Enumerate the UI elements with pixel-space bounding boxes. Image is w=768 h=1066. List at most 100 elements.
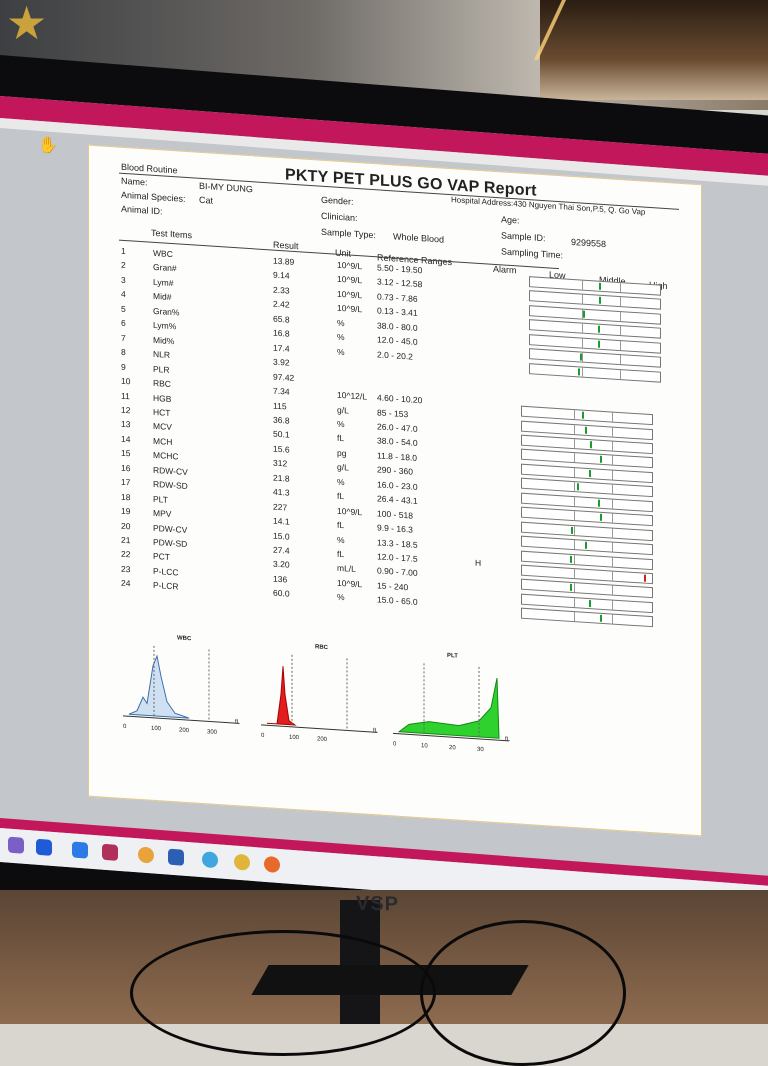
test-item: MCV (153, 421, 172, 433)
sample-type-label: Sample Type: (321, 226, 376, 241)
hospital-address: Hospital Address:430 Nguyen Thai Son,P.5… (451, 195, 646, 217)
range-divider (574, 496, 575, 506)
app-icon[interactable] (102, 843, 118, 861)
row-number: 15 (121, 448, 131, 459)
result-value: 21.8 (273, 472, 290, 484)
result-value: 17.4 (273, 342, 290, 354)
histogram-plot (393, 663, 509, 742)
species-value: Cat (199, 194, 214, 206)
unit: % (337, 592, 345, 603)
sample-id-label: Sample ID: (501, 230, 546, 244)
range-marker (585, 426, 587, 434)
app-icon[interactable] (8, 836, 24, 854)
result-value: 15.0 (273, 530, 290, 542)
reference-range: 0.13 - 3.41 (377, 305, 418, 319)
app-icon[interactable] (36, 838, 52, 856)
test-item: Lym% (153, 320, 177, 332)
unit: mL/L (337, 563, 356, 575)
range-divider (620, 340, 621, 350)
range-divider (574, 540, 575, 550)
result-value: 9.14 (273, 270, 290, 282)
unit: fL (337, 519, 345, 531)
unit: 10^9/L (337, 288, 363, 301)
test-item: HGB (153, 392, 172, 404)
range-marker (570, 584, 572, 592)
range-divider (620, 297, 621, 307)
histogram-tick: 200 (317, 736, 328, 744)
chrome-profile-icon[interactable] (234, 853, 250, 871)
range-marker (600, 456, 602, 464)
unit: 10^9/L (337, 274, 363, 286)
range-divider (612, 499, 613, 509)
histogram-tick: 30 (477, 746, 484, 754)
histogram-plot (123, 645, 239, 724)
histogram-tick: 0 (123, 723, 127, 731)
reference-range: 5.50 - 19.50 (377, 262, 423, 276)
reference-range: 12.0 - 17.5 (377, 551, 418, 564)
histogram-plt: PLT 0 10 20 30 fL (389, 649, 519, 772)
word-icon[interactable] (168, 848, 184, 866)
histogram-tick: 10 (421, 743, 428, 750)
range-divider (582, 323, 583, 333)
histogram-axis (261, 724, 377, 733)
row-number: 22 (121, 549, 131, 560)
range-marker (578, 368, 580, 376)
histogram-tick: 300 (207, 729, 218, 736)
range-marker (577, 483, 579, 491)
row-number: 12 (121, 404, 131, 416)
histogram-curve (267, 666, 297, 726)
range-divider (582, 352, 583, 362)
chrome-icon[interactable] (138, 846, 154, 864)
result-value: 227 (273, 501, 288, 513)
range-divider (620, 283, 621, 293)
result-value: 14.1 (273, 515, 290, 527)
row-number: 4 (121, 289, 126, 300)
unit: 10^9/L (337, 303, 363, 315)
histogram-label: PLT (447, 652, 458, 660)
result-value: 2.42 (273, 298, 290, 311)
row-number: 8 (121, 346, 126, 358)
test-item: Mid% (153, 334, 175, 346)
range-marker (600, 513, 602, 522)
gender-label: Gender: (321, 194, 354, 207)
range-divider (574, 482, 575, 492)
cable (420, 920, 626, 1066)
test-item: RDW-CV (153, 464, 188, 477)
zalo-icon[interactable] (72, 841, 88, 859)
range-divider (620, 355, 621, 365)
result-value: 50.1 (273, 428, 290, 441)
result-value: 41.3 (273, 486, 290, 498)
chrome-icon[interactable] (264, 855, 280, 874)
row-number: 6 (121, 318, 126, 329)
report-page: PKTY PET PLUS GO VAP Report Blood Routin… (88, 144, 702, 837)
test-item: RDW-SD (153, 479, 188, 492)
reference-range: 26.0 - 47.0 (377, 421, 418, 434)
range-divider (574, 612, 575, 622)
sampling-time-label: Sampling Time: (501, 246, 564, 261)
test-item: RBC (153, 377, 171, 390)
result-value: 16.8 (273, 327, 290, 339)
monitor-brand-logo: VSP (356, 892, 400, 916)
result-value: 3.20 (273, 559, 290, 571)
reference-range: 100 - 518 (377, 507, 413, 521)
histogram-tick: 0 (261, 732, 265, 740)
range-divider (582, 367, 583, 377)
range-marker (583, 310, 585, 318)
row-number: 5 (121, 303, 126, 314)
histogram-tick: 100 (289, 734, 300, 742)
histograms: WBC 0 100 200 300 fL RBC 0 100 200 fL PLT 0 10 20 30 fL (89, 146, 701, 753)
test-item: Mid# (153, 291, 172, 303)
result-value: 65.8 (273, 313, 290, 325)
animal-id-label: Animal ID: (121, 203, 163, 217)
row-number: 21 (121, 534, 131, 546)
test-item: Gran# (153, 262, 177, 274)
unit: 10^9/L (337, 505, 363, 518)
range-marker (585, 541, 587, 550)
chrome-profile-icon[interactable] (202, 851, 218, 869)
range-divider (620, 311, 621, 322)
unit: 10^9/L (337, 577, 363, 590)
name-value: BI-MY DUNG (199, 180, 253, 195)
histogram-curve (397, 677, 500, 739)
range-marker (570, 555, 572, 563)
test-item: MCHC (153, 450, 179, 462)
